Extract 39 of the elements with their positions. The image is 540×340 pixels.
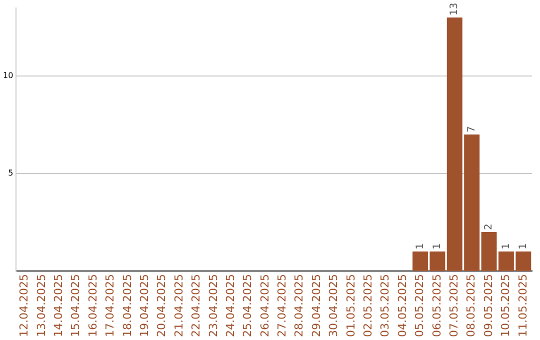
data-label: 13 bbox=[449, 2, 460, 16]
x-tick-label: 07.05.2025 bbox=[447, 274, 460, 338]
x-tick-label: 12.04.2025 bbox=[18, 274, 31, 338]
data-label: 2 bbox=[484, 224, 495, 230]
x-tick-label: 11.05.2025 bbox=[516, 274, 530, 338]
x-tick-label: 16.04.2025 bbox=[86, 274, 100, 338]
data-label: 7 bbox=[466, 126, 478, 133]
x-tick-label: 27.04.2025 bbox=[276, 274, 289, 338]
x-tick-label: 01.05.2025 bbox=[344, 274, 358, 338]
x-tick-label: 26.04.2025 bbox=[258, 274, 272, 338]
x-tick-label: 15.04.2025 bbox=[69, 274, 82, 338]
x-tick-label: 22.04.2025 bbox=[190, 274, 203, 338]
x-tick-label: 10.05.2025 bbox=[499, 274, 512, 338]
x-tick-label: 04.05.2025 bbox=[396, 274, 409, 338]
y-tick-label: 10 bbox=[2, 71, 14, 80]
x-tick-label: 08.05.2025 bbox=[464, 274, 478, 338]
x-tick-label: 02.05.2025 bbox=[362, 274, 375, 338]
x-tick-label: 23.04.2025 bbox=[206, 274, 220, 338]
x-tick-label: 25.04.2025 bbox=[241, 274, 254, 338]
data-label: 1 bbox=[414, 243, 426, 250]
x-tick-label: 21.04.2025 bbox=[172, 274, 186, 338]
data-label: 1 bbox=[518, 243, 529, 250]
x-tick-label: 09.05.2025 bbox=[482, 274, 495, 338]
x-tick-label: 30.04.2025 bbox=[327, 274, 340, 338]
x-tick-label: 06.05.2025 bbox=[430, 274, 444, 338]
x-tick-label: 13.04.2025 bbox=[34, 274, 48, 338]
x-tick-label: 20.04.2025 bbox=[155, 274, 168, 338]
data-label: 1 bbox=[500, 243, 512, 250]
data-label: 1 bbox=[432, 243, 444, 250]
x-tick-label: 19.04.2025 bbox=[138, 274, 151, 338]
x-tick-label: 24.04.2025 bbox=[224, 274, 237, 338]
x-tick-label: 17.04.2025 bbox=[104, 274, 117, 338]
x-tick-label: 28.04.2025 bbox=[292, 274, 306, 338]
x-tick-label: 14.04.2025 bbox=[52, 274, 66, 338]
x-tick-label: 29.04.2025 bbox=[310, 274, 323, 338]
y-tick-label: 5 bbox=[8, 168, 14, 178]
x-tick-label: 05.05.2025 bbox=[413, 274, 426, 338]
x-tick-label: 18.04.2025 bbox=[120, 274, 134, 338]
x-tick-label: 03.05.2025 bbox=[378, 274, 392, 338]
